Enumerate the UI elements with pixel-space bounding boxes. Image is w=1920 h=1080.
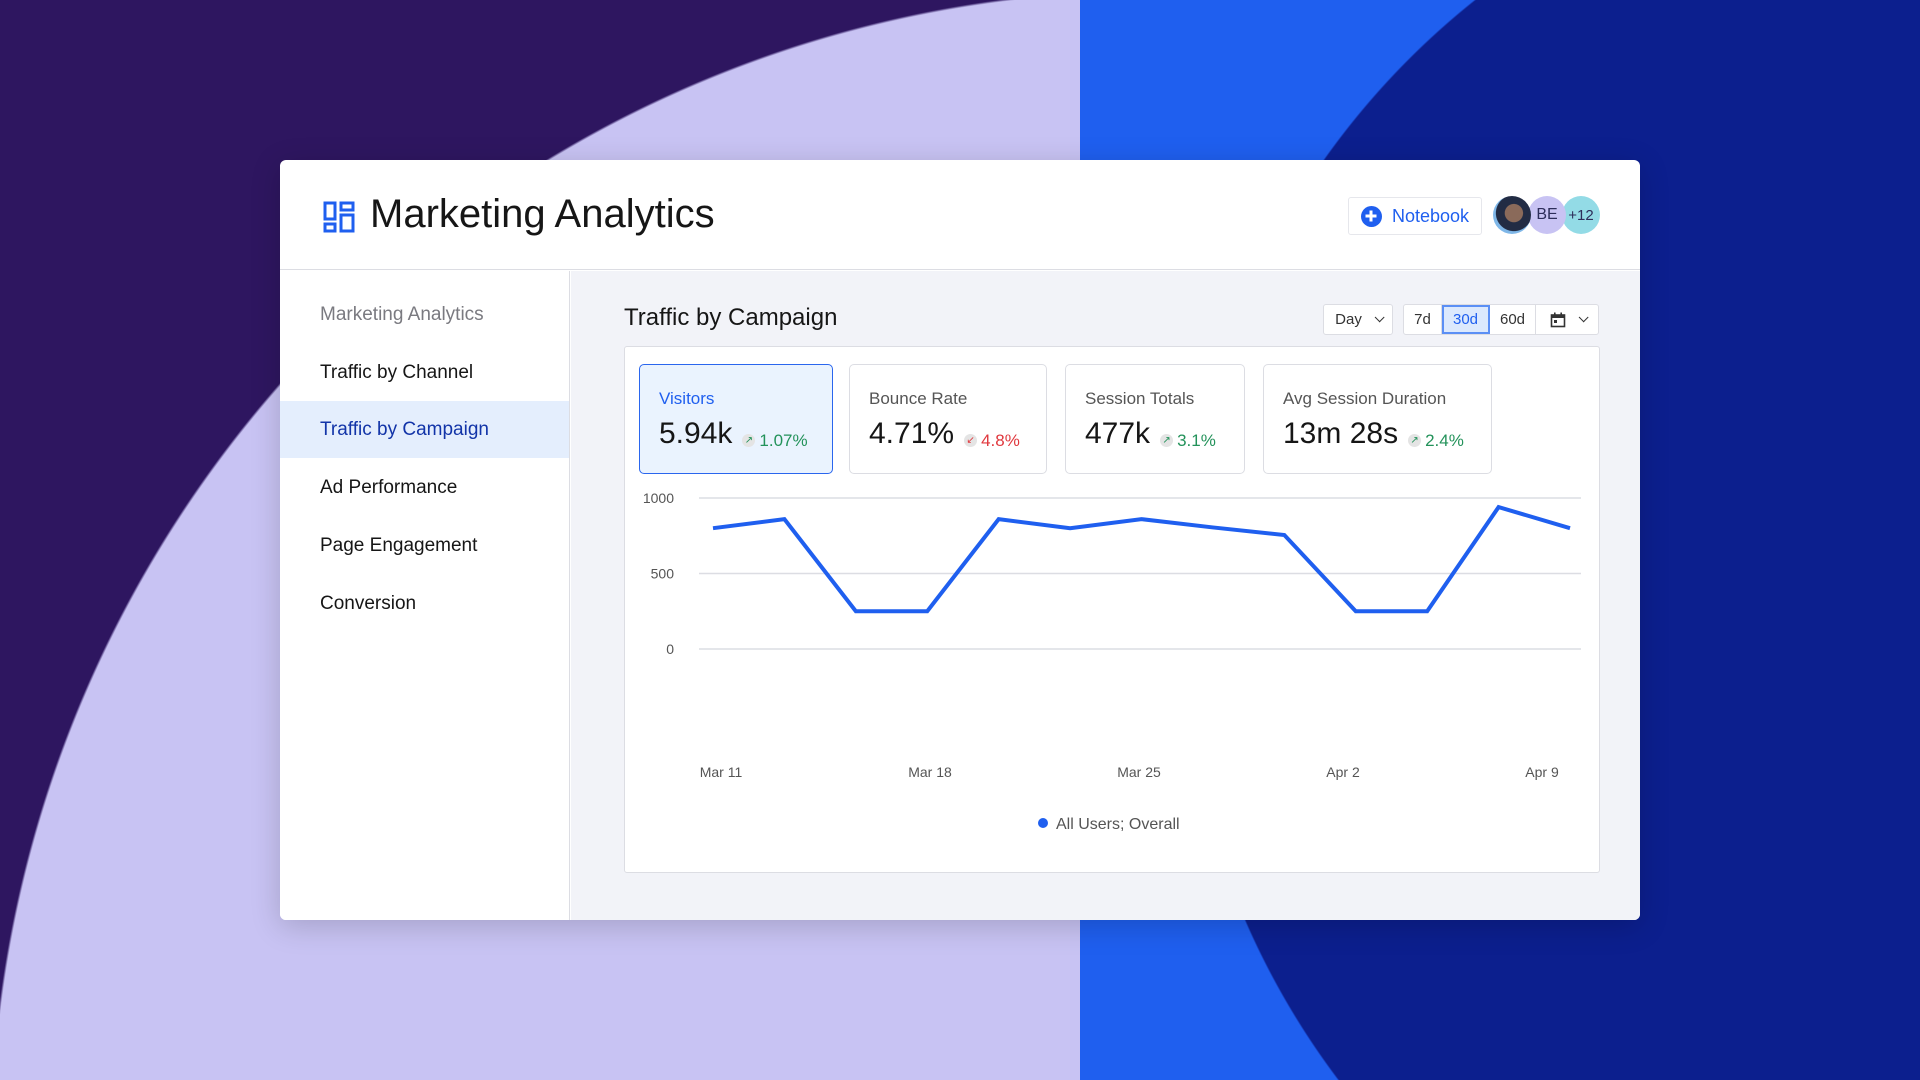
x-tick-label: Mar 18 [908,764,952,780]
arrow-up-right-icon: ↗ [1160,434,1174,447]
page-title: Marketing Analytics [370,192,715,236]
series-line [712,504,1571,614]
metric-delta-value: 1.07% [759,430,808,450]
metric-value: 477k [1085,417,1151,450]
x-tick-label: Apr 2 [1326,764,1360,780]
range-selector: 7d 30d 60d [1403,304,1599,335]
metric-delta: ↗ 3.1% [1160,431,1216,451]
metric-label: Bounce Rate [869,389,968,408]
avatar-more-count[interactable]: +12 [1562,196,1600,234]
main-content: Traffic by Campaign Day 7d 30d 60d Visit… [571,271,1640,920]
sidebar: Marketing Analytics Traffic by Channel T… [280,271,570,920]
app-window: Marketing Analytics Notebook BE +12 Mark… [280,160,1640,920]
granularity-value: Day [1335,311,1362,328]
y-tick-label: 0 [666,641,674,657]
metric-delta: ↙ 4.8% [964,431,1020,451]
metric-delta-value: 3.1% [1177,430,1216,450]
y-tick-label: 500 [651,566,675,582]
legend-marker [1038,818,1048,828]
metric-label: Visitors [659,389,715,408]
arrow-up-right-icon: ↗ [742,434,756,447]
avatar[interactable]: BE [1528,196,1566,234]
metric-delta-value: 2.4% [1425,430,1464,450]
plus-circle-icon [1360,205,1382,227]
metric-card-session-totals[interactable]: Session Totals 477k ↗ 3.1% [1065,364,1245,474]
metric-delta-value: 4.8% [981,430,1020,450]
notebook-button[interactable]: Notebook [1348,197,1482,235]
chevron-down-icon [1374,312,1385,323]
x-tick-label: Apr 9 [1525,764,1559,780]
sidebar-item-traffic-by-channel[interactable]: Traffic by Channel [320,361,474,383]
metric-value: 5.94k [659,417,733,450]
arrow-down-left-icon: ↙ [964,434,978,447]
sidebar-item-page-engagement[interactable]: Page Engagement [320,534,478,556]
metric-value: 13m 28s [1283,417,1399,450]
date-picker-button[interactable] [1536,305,1598,334]
line-chart: 0 500 1000 Mar 11 Mar 18 Mar 25 Apr 2 Apr 9 All … [643,490,1581,833]
y-tick-label: 1000 [643,490,674,506]
calendar-icon [1550,312,1565,327]
metric-delta: ↗ 2.4% [1408,431,1464,451]
metric-delta: ↗ 1.07% [742,430,808,451]
sidebar-item-marketing-analytics[interactable]: Marketing Analytics [320,303,484,325]
legend-label: All Users; Overall [1056,816,1180,833]
notebook-label: Notebook [1391,205,1470,226]
range-30d-button[interactable]: 30d [1442,305,1490,334]
metric-label: Session Totals [1085,389,1195,408]
granularity-dropdown[interactable]: Day [1323,304,1393,335]
sidebar-item-conversion[interactable]: Conversion [320,592,417,614]
avatar[interactable] [1493,196,1531,234]
metric-card-visitors[interactable]: Visitors 5.94k ↗ 1.07% [639,364,833,474]
header: Marketing Analytics Notebook BE +12 [280,160,1640,270]
sidebar-item-ad-performance[interactable]: Ad Performance [320,476,458,498]
section-title: Traffic by Campaign [624,304,838,331]
range-60d-button[interactable]: 60d [1490,305,1536,334]
x-tick-label: Mar 25 [1117,764,1161,780]
arrow-up-right-icon: ↗ [1408,434,1422,447]
dashboard-icon [323,201,355,233]
metric-value: 4.71% [869,417,955,450]
metric-label: Avg Session Duration [1283,389,1447,408]
x-tick-label: Mar 11 [700,764,743,780]
chevron-down-icon [1578,312,1589,323]
range-7d-button[interactable]: 7d [1404,305,1442,334]
metric-card-bounce-rate[interactable]: Bounce Rate 4.71% ↙ 4.8% [849,364,1047,474]
sidebar-item-traffic-by-campaign[interactable]: Traffic by Campaign [280,401,569,458]
metric-card-avg-session-duration[interactable]: Avg Session Duration 13m 28s ↗ 2.4% [1263,364,1492,474]
chart-panel: Visitors 5.94k ↗ 1.07% Bounce Rate 4.71% … [624,346,1600,873]
